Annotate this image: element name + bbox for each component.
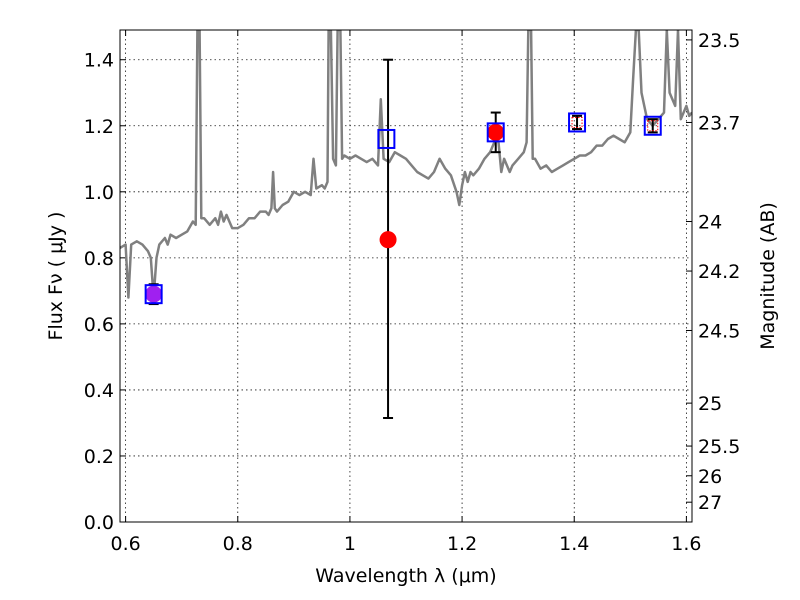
y-tick-label: 1.2 [84,116,114,138]
right-tick-label: 27 [698,492,722,514]
right-axis-title: Magnitude (AB) [757,202,779,350]
spectrum-line [120,30,692,299]
x-tick-label: 1.4 [559,533,589,555]
y-tick-label: 0.4 [84,380,114,402]
observed-point [487,123,505,141]
right-tick-label: 23.5 [698,30,740,52]
y-tick-label: 0.8 [84,248,114,270]
spectrum-layer [120,30,692,299]
observed-point [647,120,659,132]
markers [144,112,662,305]
x-tick-label: 1.6 [671,533,701,555]
model-square [643,115,662,136]
x-tick-label: 1.2 [447,533,477,555]
y-tick-label: 1.4 [84,50,114,72]
plot-frame [119,29,693,523]
y-tick-label: 0.2 [84,446,114,468]
model-square [486,122,505,143]
tick-labels: 0.6 0.8 1 1.2 1.4 1.6 0.0 0.2 0.4 0.6 0.8 1.0 1.2 1.4… [84,30,741,555]
right-tick-label: 26 [698,466,722,488]
x-axis-title: Wavelength λ (μm) [315,565,496,587]
ticks [120,30,692,523]
right-tick-label: 25.5 [698,436,740,458]
y-axis-title: Flux Fν ( μJy ) [45,212,67,341]
y-tick-label: 0.6 [84,314,114,336]
model-square [144,284,163,305]
right-tick-label: 24.5 [698,320,740,342]
plot-area [120,30,692,522]
observed-point [379,231,397,249]
y-tick-label: 1.0 [84,182,114,204]
model-square [568,112,587,133]
right-tick-label: 24 [698,212,722,234]
right-tick-label: 23.7 [698,112,740,134]
x-tick-label: 1 [344,533,356,555]
model-square [377,128,396,149]
x-tick-label: 0.6 [110,533,140,555]
y-tick-label: 0.0 [84,512,114,534]
right-tick-label: 25 [698,393,722,415]
right-tick-label: 24.2 [698,261,740,283]
observed-point [145,285,163,303]
x-tick-label: 0.8 [223,533,253,555]
observed-point [571,116,583,128]
